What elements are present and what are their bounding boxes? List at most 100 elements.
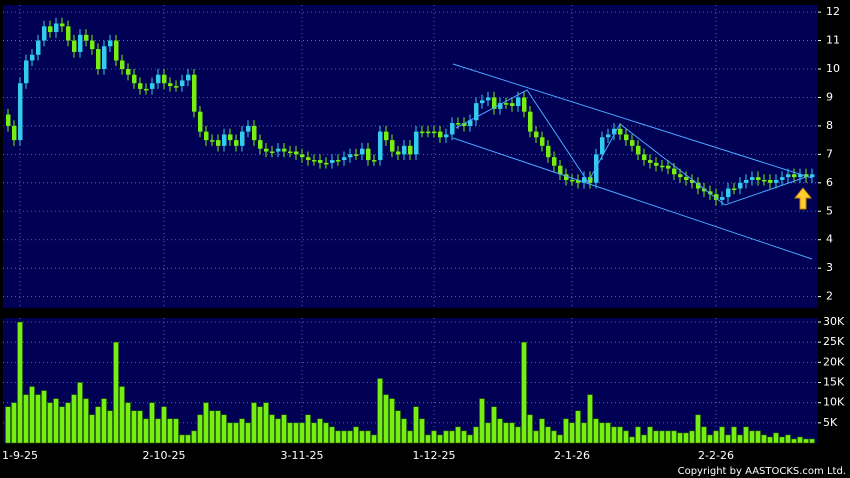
candle-body [144,88,149,91]
volume-bar [155,418,161,444]
candle-body [204,131,209,141]
candle-body [96,49,101,70]
candle-body [84,34,89,41]
volume-bar [695,414,701,444]
volume-bar [203,402,209,444]
volume-bar [323,422,329,444]
candle-body [384,131,389,141]
candle-body [798,174,803,178]
x-tick-label: 1-12-25 [413,449,456,462]
y-tick-label: 2 [826,290,833,303]
candle-body [312,160,317,162]
candle-body [606,134,611,138]
volume-bar [497,418,503,444]
volume-bar [485,422,491,444]
volume-bar [641,434,647,444]
volume-bar [371,434,377,444]
volume-bar [287,422,293,444]
candle-body [444,134,449,138]
candle-body [600,137,605,155]
candle-body [732,188,737,191]
volume-bar [365,430,371,444]
volume-bar [659,430,665,444]
volume-bar [545,426,551,444]
volume-bar [107,410,113,444]
volume-bar [623,430,629,444]
candle-body [252,125,257,141]
volume-bar [257,406,263,444]
y-tick-label: 30K [823,315,845,328]
candle-body [486,97,491,101]
volume-bar [131,410,137,444]
candle-body [414,131,419,155]
candle-body [594,154,599,183]
candle-body [150,83,155,89]
volume-bar [245,422,251,444]
candle-body [810,174,815,178]
candle-body [354,154,359,156]
volume-bar [653,430,659,444]
y-tick-label: 3 [826,261,833,274]
candle-body [324,162,329,165]
candle-body [270,151,275,154]
candle-body [522,97,527,112]
volume-bar [455,426,461,444]
volume-bar [509,422,515,444]
candle-body [186,74,191,81]
x-tick-label: 1-9-25 [2,449,38,462]
candle-body [432,131,437,134]
candle-body [156,74,161,84]
candle-body [30,54,35,61]
volume-bar [605,422,611,444]
candle-body [222,134,227,146]
candle-body [582,177,587,183]
candle-body [78,34,83,52]
volume-bar [77,382,83,444]
volume-bar [71,394,77,444]
candle-body [630,140,635,146]
candle-body [348,154,353,158]
candle-body [750,177,755,180]
x-tick-label: 2-1-26 [554,449,590,462]
volume-bar [599,422,605,444]
candle-body [36,40,41,55]
y-tick-label: 25K [823,335,845,348]
volume-bar [725,434,731,444]
y-tick-label: 6 [826,176,833,189]
volume-bar [269,414,275,444]
volume-bar [161,406,167,444]
volume-bar [581,422,587,444]
candle-body [516,97,521,106]
volume-bar [677,432,683,444]
x-tick-label: 3-11-25 [281,449,324,462]
candle-body [378,131,383,161]
volume-bar [83,398,89,444]
volume-bar [191,430,197,444]
volume-bar [401,418,407,444]
candle-body [462,123,467,126]
volume-bar [749,430,755,444]
y-tick-label: 5K [823,416,838,429]
volume-bar [281,414,287,444]
candle-body [60,23,65,27]
candle-body [510,103,515,106]
volume-bar [149,402,155,444]
candle-body [162,74,167,84]
candle-body [360,148,365,155]
volume-bar [47,402,53,444]
candle-body [120,60,125,70]
candle-body [330,160,335,163]
candle-body [624,134,629,141]
volume-bar [359,430,365,444]
candle-body [198,111,203,132]
candle-body [774,179,779,183]
volume-bar [11,402,17,444]
volume-bar [125,402,131,444]
volume-bar [17,321,23,444]
volume-bar [611,426,617,444]
volume-bar [119,386,125,444]
candle-body [702,188,707,192]
volume-bar [449,430,455,444]
volume-bar [431,430,437,444]
volume-bar [563,418,569,444]
